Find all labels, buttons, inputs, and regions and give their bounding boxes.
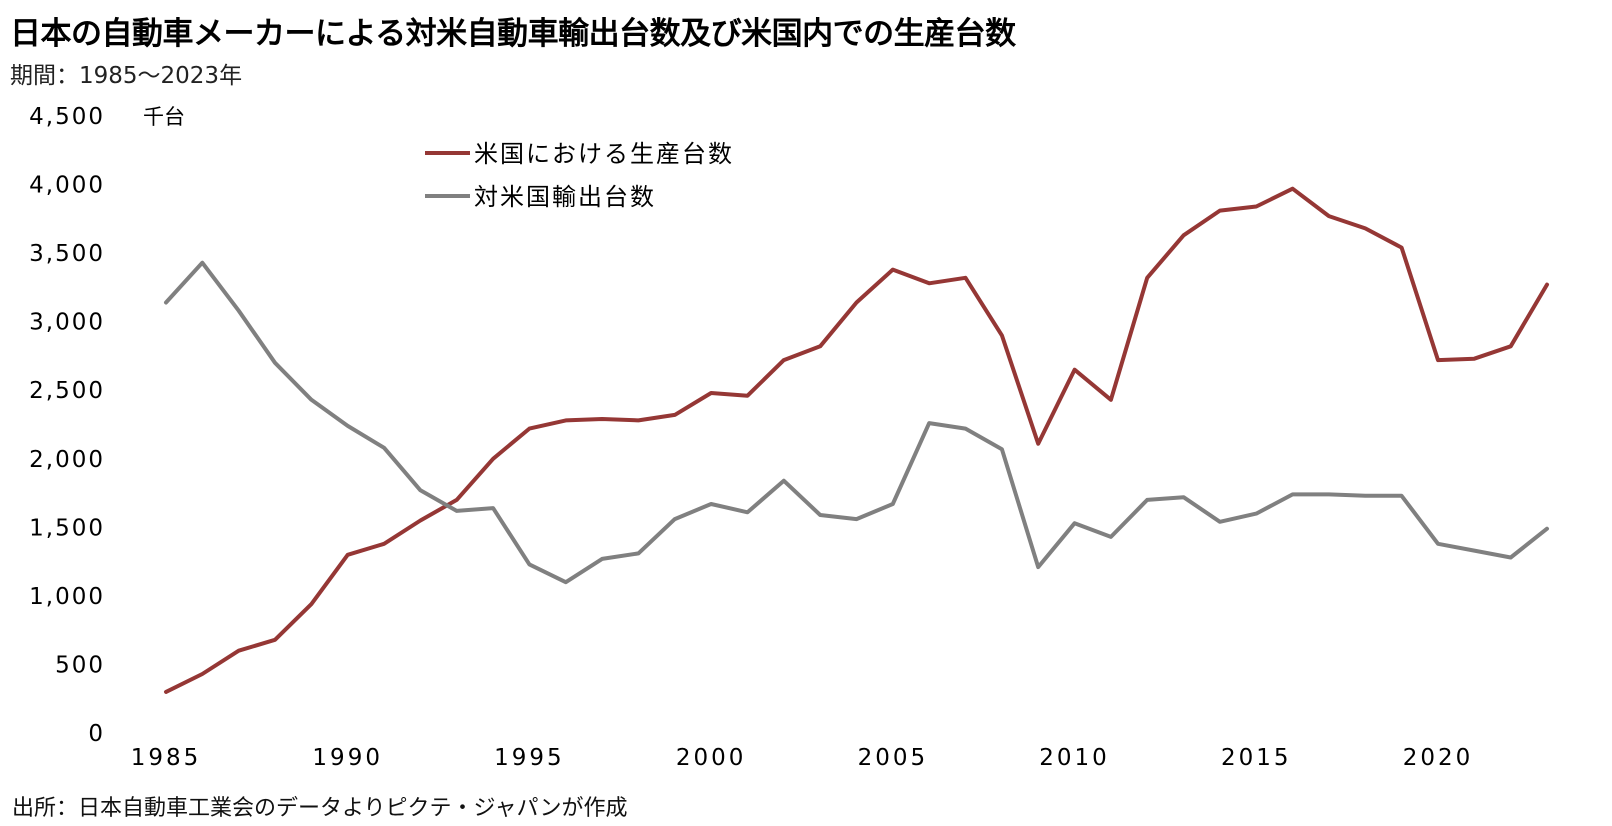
series-lines <box>164 186 1549 694</box>
legend-label: 米国における生産台数 <box>474 140 734 168</box>
x-tick-label: 1990 <box>312 745 383 771</box>
legend-label: 対米国輸出台数 <box>474 183 656 211</box>
y-tick-label: 3,500 <box>29 241 105 267</box>
y-tick-label: 2,000 <box>29 447 105 473</box>
series-line-exports-to-us <box>164 260 1549 585</box>
chart-title: 日本の自動車メーカーによる対米自動車輸出台数及び米国内での生産台数 <box>10 16 1016 52</box>
x-tick-label: 1985 <box>131 745 202 771</box>
x-tick-label: 2000 <box>676 745 747 771</box>
y-axis-unit-label: 千台 <box>143 105 185 129</box>
y-tick-label: 3,000 <box>29 310 105 336</box>
y-tick-label: 1,500 <box>29 515 105 541</box>
y-tick-label: 1,000 <box>29 584 105 610</box>
y-tick-label: 4,000 <box>29 173 105 199</box>
x-tick-label: 2020 <box>1403 745 1474 771</box>
y-tick-label: 500 <box>55 652 105 678</box>
y-axis-ticks: 0 500 1,000 1,500 2,000 2,500 3,000 3,500 4,000 4… <box>29 104 105 747</box>
x-tick-label: 2005 <box>858 745 929 771</box>
x-tick-label: 2010 <box>1039 745 1110 771</box>
source-note: 出所：日本自動車工業会のデータよりピクテ・ジャパンが作成 <box>12 796 628 821</box>
x-tick-label: 1995 <box>494 745 565 771</box>
x-axis-ticks: 1985 1990 1995 2000 2005 2010 2015 2020 <box>131 745 1474 771</box>
series-line-us-production <box>164 186 1549 694</box>
y-tick-label: 2,500 <box>29 378 105 404</box>
y-tick-label: 0 <box>88 721 105 747</box>
chart-subtitle: 期間：1985～2023年 <box>10 63 243 89</box>
x-tick-label: 2015 <box>1221 745 1292 771</box>
y-tick-label: 4,500 <box>29 104 105 130</box>
